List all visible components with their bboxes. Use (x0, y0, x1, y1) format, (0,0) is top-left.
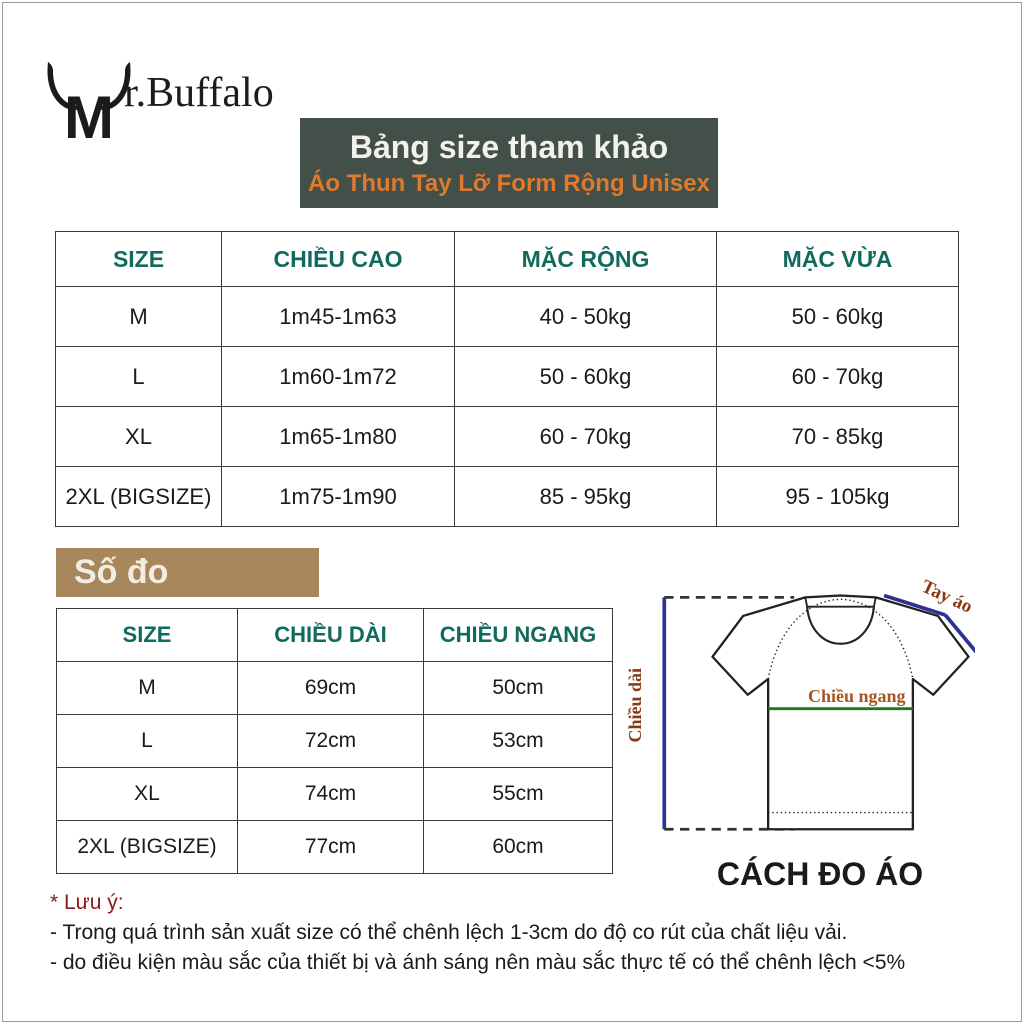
svg-text:M: M (64, 84, 114, 140)
